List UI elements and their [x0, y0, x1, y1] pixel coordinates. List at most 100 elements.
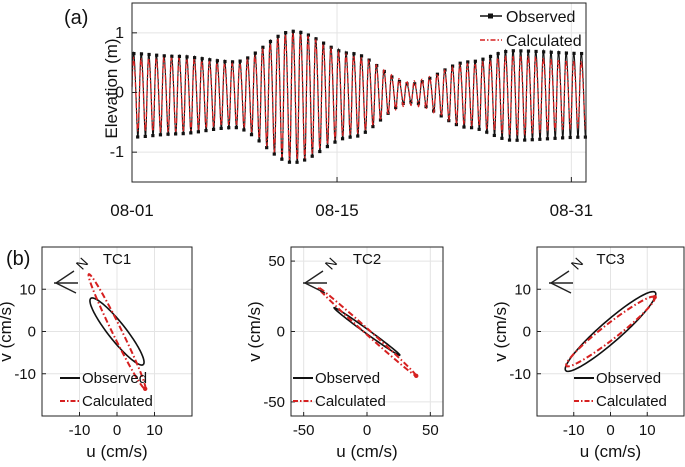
observed-marker	[143, 134, 147, 138]
observed-marker	[519, 49, 523, 53]
y-tick-label: 0	[28, 324, 36, 341]
panel-label-b: (b)	[6, 248, 30, 270]
observed-marker	[249, 133, 254, 137]
observed-marker	[515, 138, 519, 142]
x-tick-label: 08-01	[110, 201, 153, 220]
observed-marker	[371, 125, 375, 129]
observed-marker	[227, 126, 231, 130]
north-label: N	[322, 254, 341, 272]
legend-observed-label: Observed	[506, 9, 575, 26]
observed-marker	[451, 64, 455, 68]
y-tick-label: 50	[268, 253, 285, 270]
observed-marker	[466, 60, 470, 64]
x-tick-label: 0	[113, 422, 121, 439]
legend-calculated-label: Calculated	[506, 33, 582, 50]
x-axis-label: u (cm/s)	[336, 442, 397, 461]
calculated-line	[131, 32, 587, 161]
observed-marker	[185, 55, 189, 59]
observed-marker	[352, 52, 356, 56]
observed-marker	[303, 158, 307, 162]
observed-marker	[162, 54, 166, 58]
observed-marker	[538, 137, 542, 141]
observed-marker	[238, 59, 242, 63]
observed-marker	[568, 135, 572, 140]
observed-marker	[576, 135, 580, 139]
observed-ellipse	[333, 306, 401, 357]
calculated-ellipse	[316, 286, 418, 377]
observed-marker	[553, 136, 557, 140]
observed-marker	[280, 157, 284, 161]
y-tick-label: -10	[509, 366, 531, 383]
axes-frame	[290, 246, 444, 417]
axes-frame	[131, 2, 587, 183]
y-tick-label: 1	[115, 25, 124, 42]
y-tick-label: 0	[523, 324, 531, 341]
tc3-ellipse-chart: -10 0 10 -10 0 10 TC3 u (cm/s) v (cm/s) N Observed…	[491, 246, 685, 461]
axes-frame	[41, 246, 193, 417]
y-tick-label: -50	[263, 394, 285, 411]
observed-marker	[344, 51, 348, 55]
observed-marker	[428, 76, 432, 80]
legend-calculated-label: Calculated	[82, 393, 153, 410]
observed-marker	[196, 130, 200, 134]
panel-label-a: (a)	[64, 7, 88, 29]
observed-marker	[306, 33, 311, 37]
observed-marker	[268, 39, 273, 44]
x-axis-label: u (cm/s)	[580, 442, 641, 461]
observed-marker	[488, 54, 493, 59]
calculated-ellipse	[87, 273, 147, 390]
axes-frame	[536, 246, 685, 417]
observed-marker	[310, 154, 314, 158]
x-tick-label: 10	[146, 422, 163, 439]
y-tick-label: -10	[14, 366, 36, 383]
observed-marker	[549, 50, 553, 54]
y-axis-label: v (cm/s)	[0, 301, 15, 361]
observed-marker	[158, 133, 163, 137]
observed-marker	[504, 49, 508, 54]
legend-calculated-label: Calculated	[596, 393, 667, 410]
observed-marker	[211, 127, 216, 132]
observed-marker	[356, 134, 360, 138]
observed-marker	[189, 131, 193, 135]
legend-observed-marker	[488, 13, 493, 19]
observed-marker	[462, 125, 466, 129]
legend-observed-label: Observed	[596, 370, 661, 387]
chart-title: TC1	[103, 251, 131, 268]
observed-marker	[530, 138, 534, 142]
observed-marker	[166, 132, 170, 136]
observed-marker	[523, 138, 527, 142]
y-axis-label: v (cm/s)	[245, 301, 264, 361]
observed-marker	[257, 139, 261, 143]
observed-marker	[139, 52, 144, 56]
x-tick-label: -10	[69, 422, 91, 439]
observed-marker	[401, 101, 405, 106]
observed-marker	[174, 132, 178, 136]
observed-marker	[492, 133, 496, 138]
observed-marker	[177, 54, 182, 59]
observed-marker	[333, 140, 337, 144]
observed-marker	[151, 134, 155, 138]
x-tick-label: 08-15	[315, 201, 358, 220]
observed-marker	[477, 127, 481, 131]
x-tick-label: -10	[563, 422, 585, 439]
y-tick-label: 10	[514, 281, 531, 298]
observed-marker	[215, 59, 219, 63]
observed-marker	[261, 45, 265, 49]
observed-marker	[534, 49, 538, 54]
observed-marker	[287, 160, 292, 164]
calculated-phase-marker	[652, 295, 657, 300]
observed-marker	[325, 145, 329, 149]
x-tick-label: 0	[606, 422, 614, 439]
elevation-chart: -1 0 1 08-01 08-15 08-31 Elevation (m) Observed…	[102, 2, 593, 220]
x-tick-label: 0	[363, 422, 371, 439]
observed-marker	[473, 59, 477, 63]
observed-marker	[272, 152, 276, 156]
observed-marker	[295, 160, 299, 164]
observed-marker	[230, 60, 235, 64]
observed-marker	[242, 128, 246, 132]
observed-marker	[208, 58, 212, 62]
observed-marker	[564, 51, 569, 55]
observed-marker	[284, 31, 288, 35]
observed-marker	[291, 29, 295, 33]
